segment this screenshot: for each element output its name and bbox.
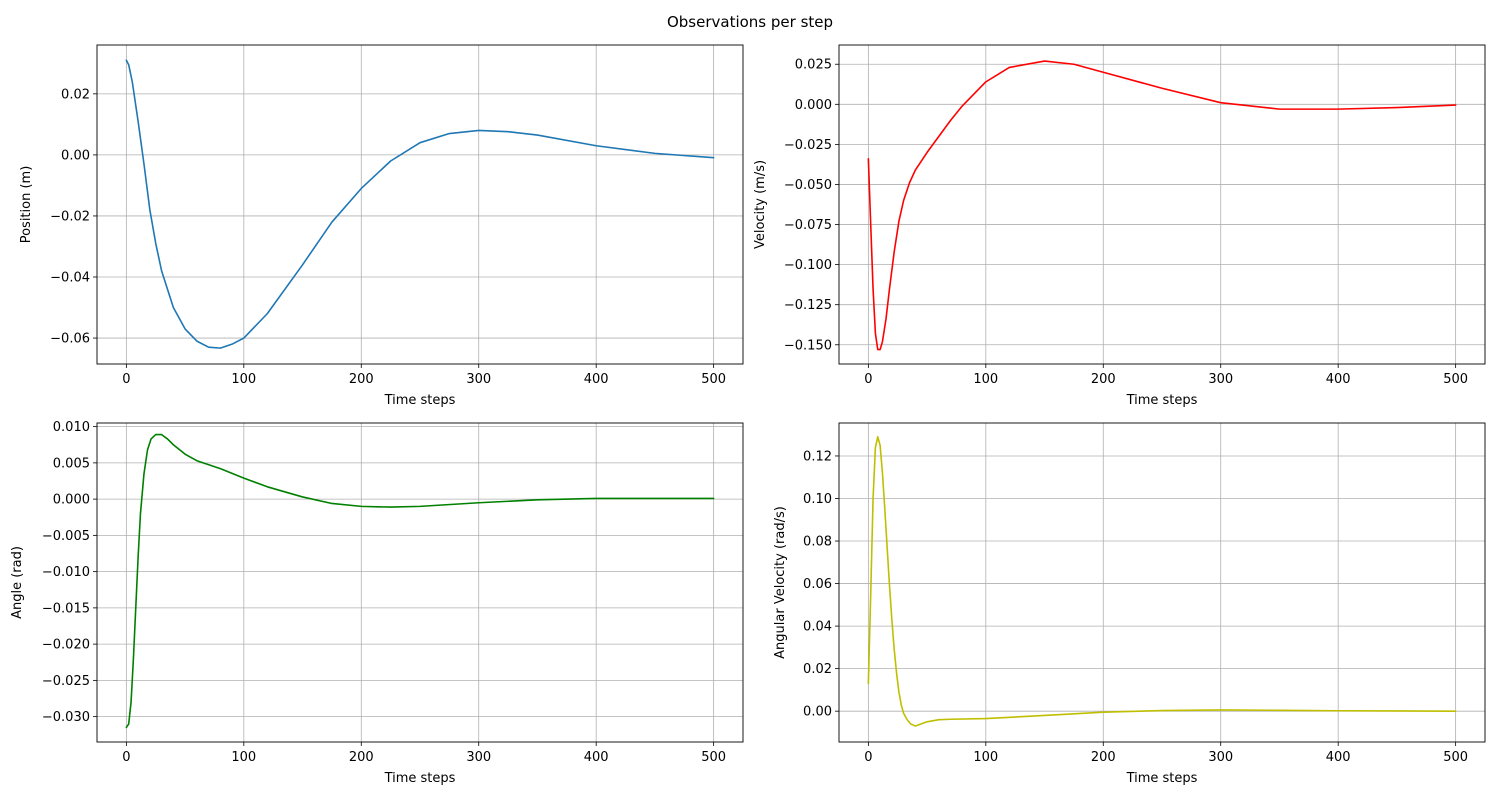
x-tick-label: 0 bbox=[864, 372, 872, 387]
x-tick-label: 400 bbox=[584, 750, 609, 765]
y-tick-label: −0.04 bbox=[50, 271, 90, 286]
series-line bbox=[867, 436, 1457, 727]
axes-frame bbox=[838, 422, 1486, 743]
axes-frame bbox=[96, 44, 744, 365]
y-tick-label: −0.010 bbox=[42, 565, 90, 580]
axes-frame bbox=[838, 44, 1486, 365]
x-tick-label: 100 bbox=[231, 372, 256, 387]
y-tick-label: 0.010 bbox=[53, 420, 90, 435]
y-tick-label: −0.050 bbox=[784, 178, 832, 193]
x-tick-label: 500 bbox=[701, 750, 726, 765]
y-tick-label: −0.025 bbox=[784, 138, 832, 153]
y-tick-label: 0.08 bbox=[803, 535, 832, 550]
y-tick-label: −0.025 bbox=[42, 674, 90, 689]
series-line bbox=[125, 59, 715, 349]
x-tick-label: 100 bbox=[973, 372, 998, 387]
x-axis-label: Time steps bbox=[384, 771, 456, 786]
x-tick-label: 200 bbox=[1091, 750, 1116, 765]
series-line bbox=[125, 433, 715, 729]
x-tick-label: 200 bbox=[1091, 372, 1116, 387]
x-tick-label: 500 bbox=[1443, 750, 1468, 765]
y-tick-label: 0.10 bbox=[803, 492, 832, 507]
x-tick-label: 100 bbox=[973, 750, 998, 765]
y-tick-label: 0.00 bbox=[803, 705, 832, 720]
subplot-3: 0 100 200 300 400 500 −0.030 −0.025 −0.020 −0.015… bbox=[10, 420, 744, 786]
subplot-2: 0 100 200 300 400 500 −0.150 −0.125 −0.100 −0.075… bbox=[753, 44, 1486, 408]
subplot-4: 0 100 200 300 400 500 0.00 0.02 0.04 0.06 0.08 0.10… bbox=[773, 422, 1486, 786]
figure-title: Observations per step bbox=[666, 13, 834, 31]
x-tick-label: 400 bbox=[584, 372, 609, 387]
y-tick-label: 0.12 bbox=[803, 449, 832, 464]
y-tick-label: 0.02 bbox=[61, 87, 90, 102]
y-tick-label: −0.100 bbox=[784, 258, 832, 273]
x-axis-label: Time steps bbox=[384, 393, 456, 408]
x-tick-label: 300 bbox=[1208, 750, 1233, 765]
y-tick-label: 0.025 bbox=[795, 58, 832, 73]
y-tick-label: −0.020 bbox=[42, 638, 90, 653]
x-tick-label: 400 bbox=[1326, 750, 1351, 765]
x-tick-label: 400 bbox=[1326, 372, 1351, 387]
x-tick-label: 300 bbox=[466, 750, 491, 765]
y-tick-label: −0.075 bbox=[784, 218, 832, 233]
x-tick-label: 500 bbox=[701, 372, 726, 387]
x-tick-label: 500 bbox=[1443, 372, 1468, 387]
x-axis-label: Time steps bbox=[1126, 771, 1198, 786]
y-tick-label: 0.000 bbox=[53, 493, 90, 508]
subplot-1: 0 100 200 300 400 500 −0.06 −0.04 −0.02 0.00 0.02 T… bbox=[19, 44, 744, 408]
x-axis-label: Time steps bbox=[1126, 393, 1198, 408]
y-tick-label: −0.150 bbox=[784, 338, 832, 353]
x-tick-label: 300 bbox=[1208, 372, 1233, 387]
y-tick-label: −0.005 bbox=[42, 529, 90, 544]
x-tick-label: 100 bbox=[231, 750, 256, 765]
y-axis-label: Position (m) bbox=[19, 166, 34, 244]
x-tick-label: 200 bbox=[349, 750, 374, 765]
y-tick-label: 0.02 bbox=[803, 662, 832, 677]
y-axis-label: Angular Velocity (rad/s) bbox=[773, 506, 788, 659]
y-axis-label: Angle (rad) bbox=[10, 546, 25, 619]
y-tick-label: −0.030 bbox=[42, 710, 90, 725]
y-tick-label: −0.015 bbox=[42, 601, 90, 616]
y-axis-label: Velocity (m/s) bbox=[753, 160, 768, 249]
x-tick-label: 300 bbox=[466, 372, 491, 387]
axes-frame bbox=[96, 422, 744, 743]
y-tick-label: 0.000 bbox=[795, 98, 832, 113]
x-tick-label: 0 bbox=[122, 750, 130, 765]
series-line bbox=[867, 60, 1457, 351]
y-tick-label: 0.005 bbox=[53, 456, 90, 471]
x-tick-label: 0 bbox=[122, 372, 130, 387]
y-tick-label: 0.04 bbox=[803, 620, 832, 635]
y-tick-label: −0.02 bbox=[50, 209, 90, 224]
x-tick-label: 200 bbox=[349, 372, 374, 387]
y-tick-label: −0.06 bbox=[50, 332, 90, 347]
x-tick-label: 0 bbox=[864, 750, 872, 765]
y-tick-label: 0.00 bbox=[61, 148, 90, 163]
y-tick-label: 0.06 bbox=[803, 577, 832, 592]
y-tick-label: −0.125 bbox=[784, 298, 832, 313]
